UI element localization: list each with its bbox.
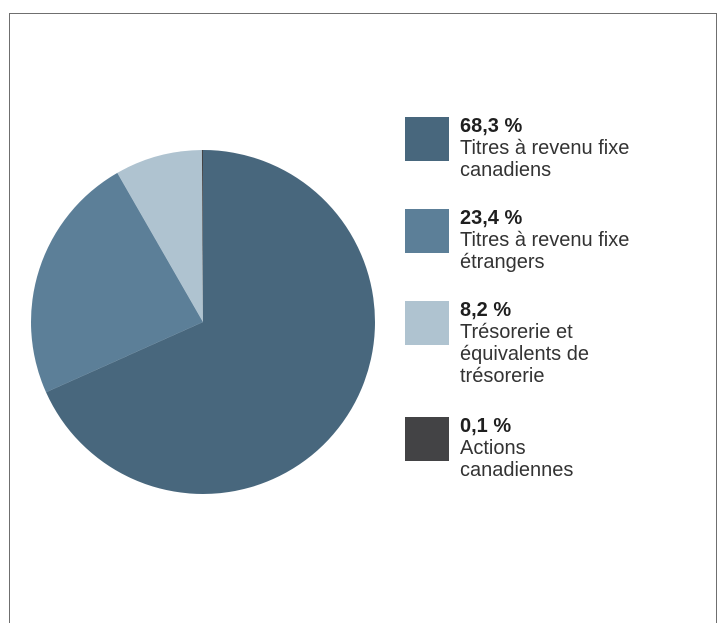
legend-swatch (405, 301, 449, 345)
legend-text: 0,1 % Actions canadiennes (460, 415, 705, 481)
legend-label: Titres à revenu fixe canadiens (460, 137, 630, 181)
legend-text: 8,2 % Trésorerie et équivalents de tréso… (460, 299, 705, 387)
legend-percent: 23,4 % (460, 207, 523, 229)
legend-percent: 0,1 % (460, 415, 512, 437)
legend-percent: 8,2 % (460, 299, 512, 321)
legend-swatch (405, 209, 449, 253)
legend-label: Titres à revenu fixe étrangers (460, 229, 630, 273)
legend-swatch (405, 117, 449, 161)
pie-slice (31, 172, 204, 393)
legend-label: Actions canadiennes (460, 437, 574, 481)
legend-swatch (405, 417, 449, 461)
legend-percent: 68,3 % (460, 115, 523, 137)
pie-slice (201, 150, 203, 322)
legend-text: 23,4 % Titres à revenu fixe étrangers (460, 207, 705, 273)
pie-slice (46, 150, 375, 494)
pie-slice (117, 150, 203, 322)
legend-text: 68,3 % Titres à revenu fixe canadiens (460, 115, 705, 181)
legend-label: Trésorerie et équivalents de trésorerie (460, 321, 589, 387)
